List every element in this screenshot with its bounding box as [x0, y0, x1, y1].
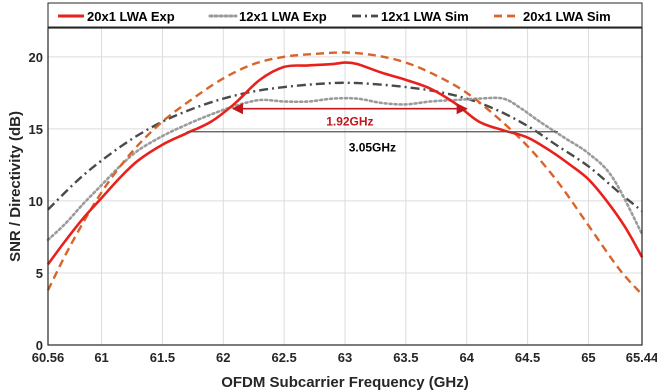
- x-tick-labels: 60.56 61 61.5 62 62.5 63 63.5 64 64.5 65 65.44: [32, 350, 657, 365]
- y-tick-labels: 0 5 10 15 20: [29, 50, 43, 353]
- legend-label: 20x1 LWA Exp: [87, 9, 175, 24]
- x-axis-title: OFDM Subcarrier Frequency (GHz): [221, 374, 469, 391]
- annotation-label: 1.92GHz: [326, 115, 373, 129]
- x-tick-label: 62.5: [271, 350, 296, 365]
- x-tick-label: 63: [338, 350, 352, 365]
- series-line-12x1-lwa-sim: [47, 81, 643, 212]
- y-axis-title: SNR / Directivity (dB): [7, 111, 24, 262]
- x-tick-label: 64: [459, 350, 474, 365]
- y-tick-label: 20: [29, 50, 43, 65]
- plot-frame: [47, 27, 643, 346]
- y-tick-label: 5: [36, 266, 43, 281]
- series-line-20x1-lwa-sim: [46, 51, 643, 296]
- series-line-20x1-lwa-exp: [46, 61, 644, 266]
- annotation-layer: 1.92GHz 3.05GHz: [186, 103, 559, 155]
- x-tick-label: 63.5: [393, 350, 418, 365]
- x-tick-label: 60.56: [32, 350, 65, 365]
- x-tick-label: 62: [216, 350, 230, 365]
- x-tick-label: 64.5: [515, 350, 540, 365]
- legend-box: [47, 2, 643, 28]
- x-tick-label: 65: [581, 350, 595, 365]
- grid: [47, 28, 643, 346]
- series-layer: [46, 51, 644, 296]
- legend-label: 12x1 LWA Sim: [381, 9, 469, 24]
- y-tick-label: 10: [29, 194, 43, 209]
- x-tick-label: 61: [94, 350, 108, 365]
- legend: 20x1 LWA Exp 12x1 LWA Exp 12x1 LWA Sim 20x1…: [47, 2, 643, 28]
- y-tick-label: 0: [36, 338, 43, 353]
- legend-label: 12x1 LWA Exp: [239, 9, 327, 24]
- legend-label: 20x1 LWA Sim: [523, 9, 611, 24]
- x-tick-label: 61.5: [150, 350, 175, 365]
- y-tick-label: 15: [29, 122, 43, 137]
- annotation-label: 3.05GHz: [349, 141, 396, 155]
- x-tick-label: 65.44: [626, 350, 657, 365]
